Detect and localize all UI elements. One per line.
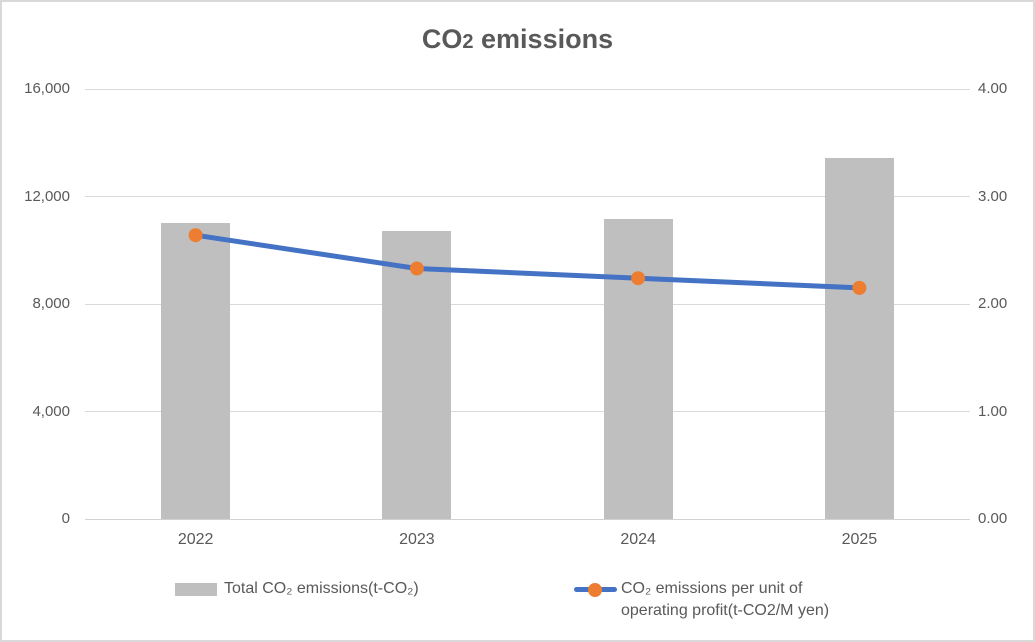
y-axis-tick-right: 3.00 bbox=[978, 187, 1008, 205]
bar-2023 bbox=[382, 231, 452, 519]
y-axis-tick-left: 4,000 bbox=[32, 402, 70, 420]
legend-item-total-emissions: Total CO₂ emissions(t-CO₂) bbox=[175, 578, 419, 600]
legend-label-per-unit: CO₂ emissions per unit of operating prof… bbox=[621, 580, 830, 619]
chart-title-prefix: CO bbox=[421, 24, 463, 54]
bar-2022 bbox=[161, 223, 231, 519]
line-marker-2023 bbox=[409, 261, 424, 276]
y-axis-tick-right: 4.00 bbox=[978, 80, 1008, 97]
gridline bbox=[85, 303, 970, 305]
x-axis-line bbox=[85, 518, 970, 520]
chart-title-suffix: emissions bbox=[473, 24, 614, 54]
gridline bbox=[85, 88, 970, 90]
x-axis-label-2025: 2025 bbox=[841, 531, 878, 548]
x-axis-label-2024: 2024 bbox=[620, 531, 656, 548]
y-axis-tick-left: 12,000 bbox=[24, 187, 70, 205]
line-series-swatch-icon bbox=[574, 582, 617, 597]
y-axis-tick-right: 0.00 bbox=[978, 510, 1008, 527]
chart-title: CO2 emissions bbox=[2, 24, 1033, 55]
line-marker-2024 bbox=[631, 271, 646, 286]
line-marker-2025 bbox=[852, 280, 867, 295]
y-axis-tick-right: 1.00 bbox=[978, 402, 1008, 420]
gridline bbox=[85, 196, 970, 197]
legend-item-per-unit: CO₂ emissions per unit of operating prof… bbox=[574, 578, 829, 622]
gridline bbox=[85, 411, 970, 412]
line-path bbox=[193, 232, 862, 291]
y-axis-tick-left: 0 bbox=[61, 510, 70, 527]
legend-label-total-emissions: Total CO₂ emissions(t-CO₂) bbox=[224, 580, 419, 597]
y-axis-tick-left: 16,000 bbox=[24, 80, 70, 97]
y-axis-tick-left: 8,000 bbox=[32, 295, 70, 312]
x-axis-label-2023: 2023 bbox=[399, 531, 435, 548]
y-axis-tick-right: 2.00 bbox=[978, 295, 1008, 312]
bar-series-swatch-icon bbox=[175, 583, 217, 596]
chart-title-small-two: 2 bbox=[462, 31, 474, 53]
emissions-per-unit-line bbox=[188, 228, 867, 295]
bar-2025 bbox=[824, 157, 894, 519]
line-marker-2022 bbox=[188, 228, 203, 243]
line-marker-dot-icon bbox=[588, 582, 602, 597]
x-axis-label-2022: 2022 bbox=[177, 531, 214, 548]
bar-2024 bbox=[603, 219, 673, 519]
